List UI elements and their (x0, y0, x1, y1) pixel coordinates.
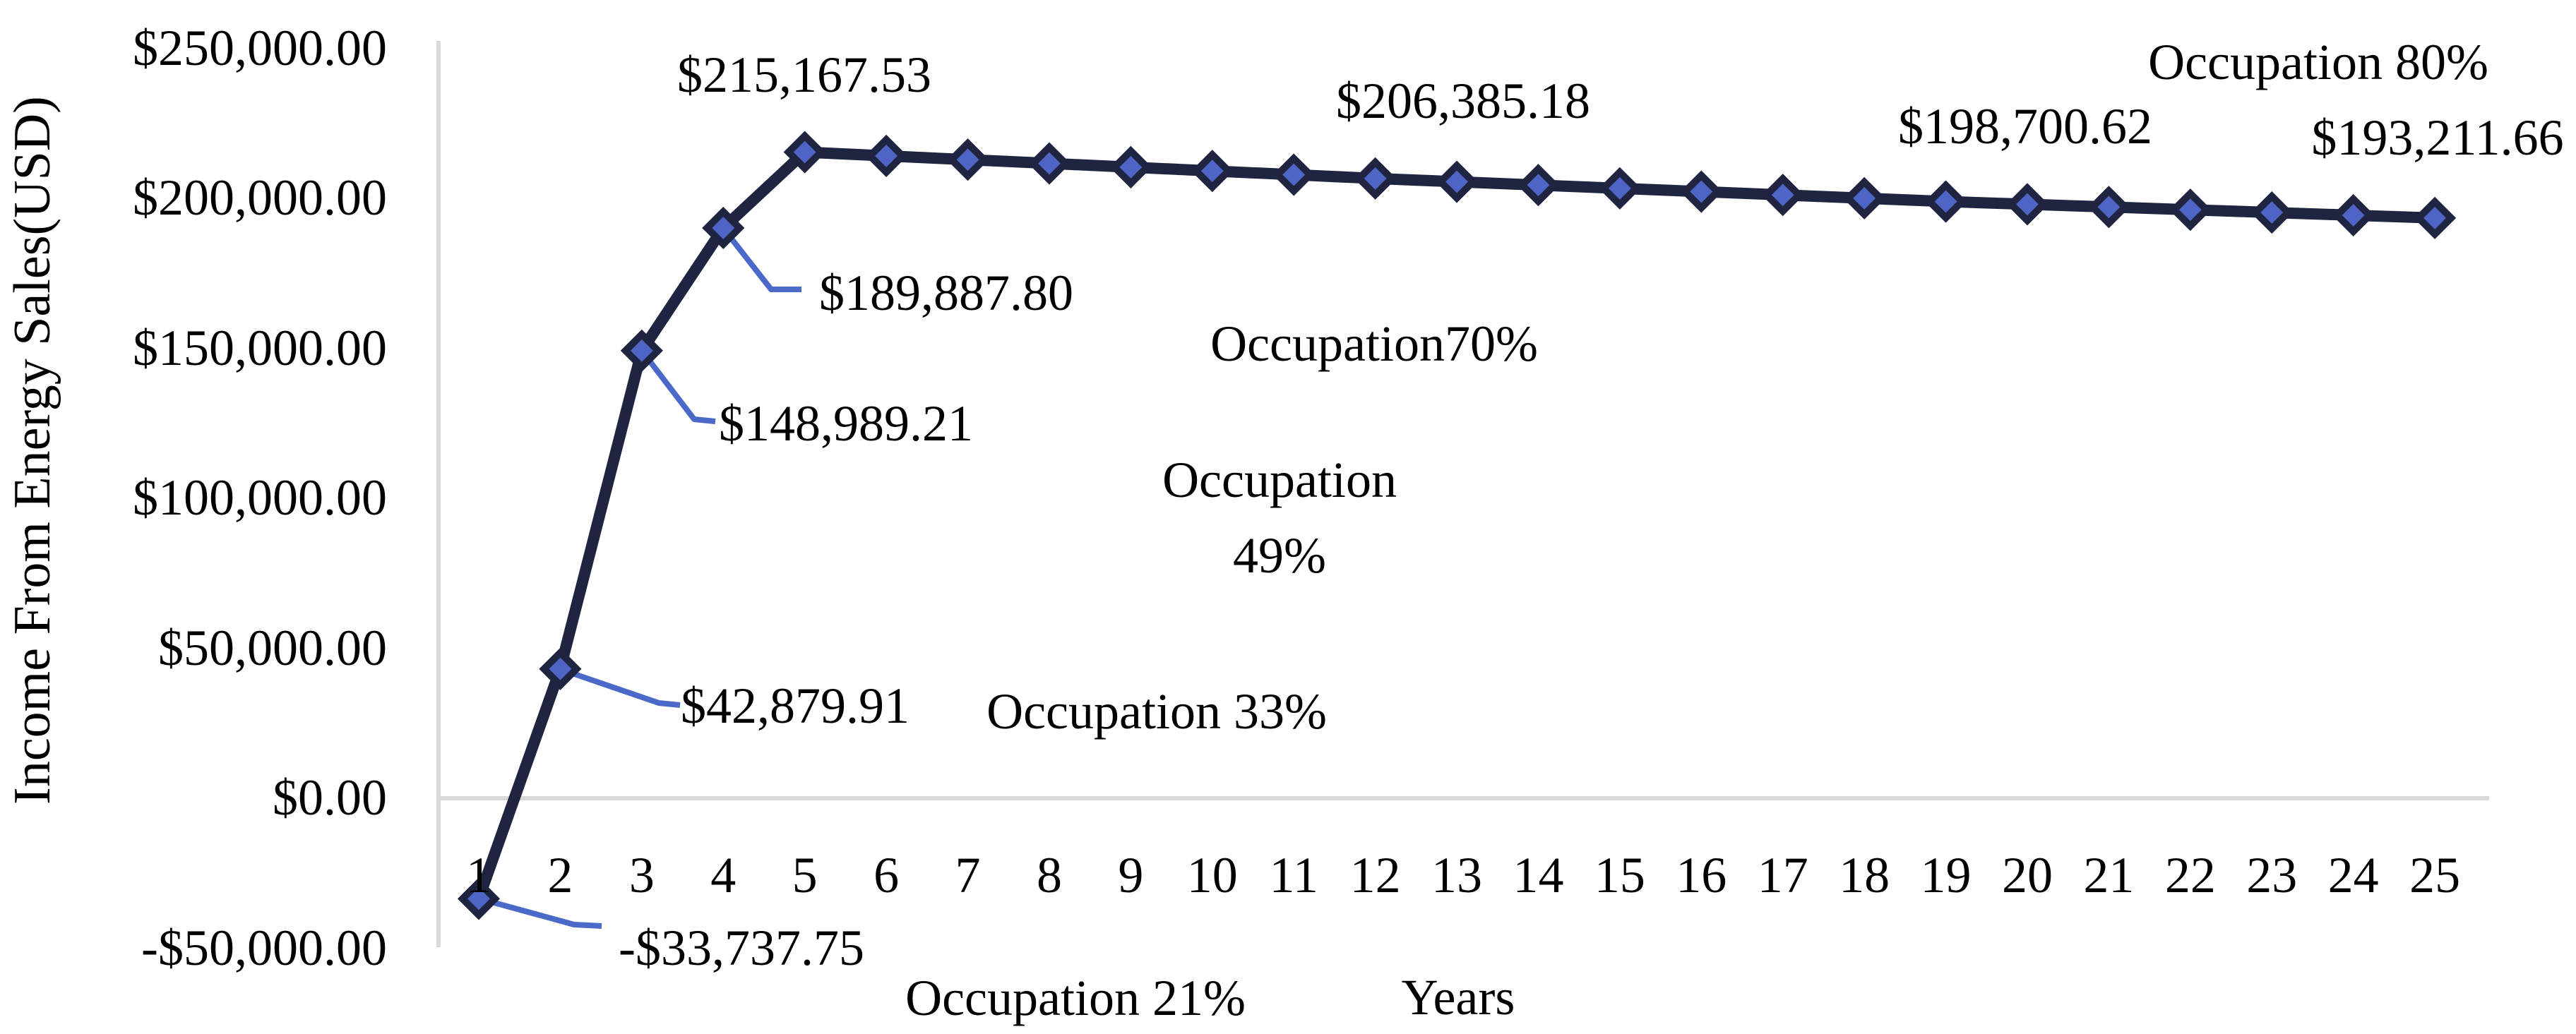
data-point-marker[interactable]: Year 18: 199798.45 (1843, 176, 1886, 220)
x-tick-label: 8 (1036, 847, 1062, 903)
leader-line (720, 226, 801, 292)
series-line (473, 146, 2441, 905)
y-tick-label: $250,000.00 (133, 19, 387, 76)
x-tick-label: 7 (955, 847, 981, 903)
data-point-marker[interactable]: Year 4: 189887.8 (702, 206, 745, 250)
data-point-marker[interactable]: Year 9: 210149.04 (1109, 145, 1152, 188)
value-annotation: $189,887.80 (819, 265, 1073, 321)
data-point-marker[interactable]: Year 1: -33737.75 (457, 877, 501, 920)
data-point-marker[interactable]: Year 5: 215167.53 (783, 131, 826, 174)
y-tick-label: $0.00 (273, 769, 387, 826)
y-tick-label: $200,000.00 (133, 169, 387, 226)
value-annotation: $198,700.62 (1898, 98, 2152, 155)
y-tick-label: -$50,000.00 (141, 919, 387, 976)
value-annotation: $193,211.66 (2311, 109, 2564, 166)
data-point-marker[interactable]: Year 13: 205287.39 (1435, 160, 1479, 203)
data-point-marker[interactable]: Year 11: 207639.8 (1272, 153, 1316, 196)
y-tick-label: $100,000.00 (133, 469, 387, 526)
x-tick-label: 9 (1118, 847, 1144, 903)
x-tick-label: 20 (2001, 847, 2053, 903)
x-tick-label: 15 (1594, 847, 1645, 903)
x-tick-label: 22 (2164, 847, 2216, 903)
x-tick-label: 1 (466, 847, 491, 903)
data-point-marker[interactable]: Year 12: 206385.18 (1354, 157, 1397, 200)
value-annotation: $148,989.21 (719, 395, 973, 452)
data-point-marker[interactable]: Year 2: 42879.91 (539, 647, 582, 690)
value-annotation: $42,879.91 (681, 678, 910, 734)
data-point-marker[interactable]: Year 23: 195041.3 (2250, 191, 2294, 234)
y-axis-title: Income From Energy Sales(USD) (4, 96, 61, 805)
data-point-marker[interactable]: Year 17: 200896.24 (1761, 174, 1804, 217)
data-point-marker[interactable]: Year 19: 198700.62 (1924, 180, 1967, 223)
occupation-annotation: Occupation 33% (986, 683, 1327, 740)
data-point-marker[interactable]: Year 16: 201994.02 (1680, 170, 1723, 213)
leader-line (559, 666, 681, 708)
value-annotation: $206,385.18 (1336, 73, 1590, 129)
x-tick-label: 12 (1349, 847, 1401, 903)
data-point-marker[interactable]: Year 3: 148989.21 (620, 329, 663, 372)
value-annotation: -$33,737.75 (619, 920, 864, 976)
occupation-annotation: Occupation70% (1210, 315, 1538, 372)
x-tick-label: 2 (547, 847, 573, 903)
x-tick-label: 11 (1269, 847, 1318, 903)
data-point-marker[interactable]: Year 15: 203091.81 (1598, 167, 1641, 210)
data-point-marker[interactable]: Year 14: 204189.6 (1517, 164, 1560, 207)
data-point-marker[interactable]: Year 8: 211403.66 (1027, 142, 1071, 185)
leader-line (477, 896, 602, 929)
x-tick-label: 21 (2083, 847, 2135, 903)
x-tick-label: 17 (1757, 847, 1808, 903)
x-axis-title: Years (1401, 969, 1515, 1026)
x-tick-label: 14 (1513, 847, 1564, 903)
x-tick-label: 19 (1920, 847, 1972, 903)
data-point-marker[interactable]: Year 10: 208894.42 (1191, 150, 1234, 193)
x-tick-label: 3 (628, 847, 655, 903)
data-point-marker[interactable]: Year 22: 195956.13 (2169, 188, 2212, 232)
data-point-marker[interactable]: Year 20: 197785.79 (2005, 183, 2049, 226)
x-tick-label: 24 (2327, 847, 2379, 903)
data-point-marker[interactable]: Year 7: 212658.29 (946, 138, 989, 181)
x-tick-label: 10 (1186, 847, 1238, 903)
occupation-annotation: Occupation 80% (2148, 34, 2488, 90)
x-tick-label: 13 (1431, 847, 1483, 903)
x-tick-label: 5 (792, 847, 818, 903)
y-tick-label: $150,000.00 (133, 319, 387, 376)
x-tick-label: 23 (2246, 847, 2298, 903)
data-point-marker[interactable]: Year 21: 196870.96 (2087, 186, 2130, 229)
occupation-annotation: Occupation 49% (1162, 452, 1397, 584)
x-tick-label: 18 (1839, 847, 1890, 903)
data-point-marker[interactable]: Year 6: 213912.91 (865, 134, 908, 177)
y-tick-label: $50,000.00 (158, 619, 387, 676)
value-annotation: $215,167.53 (677, 47, 931, 103)
data-point-marker[interactable]: Year 24: 194126.48 (2332, 193, 2375, 237)
x-tick-label: 16 (1676, 847, 1727, 903)
occupation-annotation: Occupation 21% (905, 970, 1246, 1026)
data-point-marker[interactable]: Year 25: 193211.66 (2414, 196, 2457, 239)
x-tick-label: 4 (710, 847, 737, 903)
leader-line (639, 349, 716, 424)
x-tick-label: 6 (873, 847, 900, 903)
x-tick-label: 25 (2409, 847, 2461, 903)
